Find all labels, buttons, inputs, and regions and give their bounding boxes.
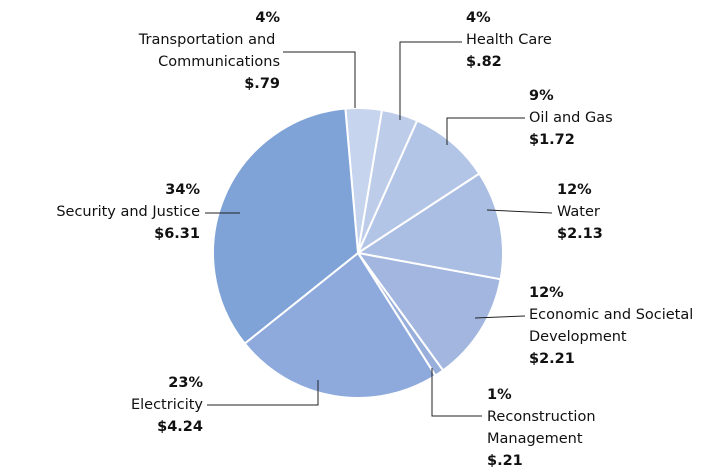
pie-slice <box>355 172 504 281</box>
amount-label: $2.21 <box>529 351 575 367</box>
amount-label: $4.24 <box>157 419 203 435</box>
amount-label: $6.31 <box>154 226 200 242</box>
category-label: Reconstruction Management <box>487 409 600 447</box>
pie-slice <box>355 251 502 372</box>
category-label: Health Care <box>466 32 552 48</box>
category-label: Security and Justice <box>56 204 200 220</box>
leader-line <box>474 315 526 319</box>
pie-slice <box>243 251 437 399</box>
percent-label: 4% <box>255 10 280 26</box>
percent-label: 4% <box>466 10 491 26</box>
amount-label: $.21 <box>487 453 523 468</box>
category-label: Transportation and Communications <box>138 32 280 70</box>
amount-label: $1.72 <box>529 132 575 148</box>
leader-line <box>283 51 356 108</box>
pie-slice <box>212 107 360 345</box>
category-label: Economic and Societal Development <box>529 307 698 345</box>
category-label: Water <box>557 204 600 220</box>
amount-label: $.79 <box>244 76 280 92</box>
leader-line <box>207 380 319 406</box>
leader-line <box>431 368 482 417</box>
category-label: Oil and Gas <box>529 110 613 126</box>
percent-label: 12% <box>529 285 564 301</box>
percent-label: 1% <box>487 387 512 403</box>
leader-line <box>446 117 525 145</box>
leader-line <box>486 209 553 214</box>
percent-label: 12% <box>557 182 592 198</box>
percent-label: 9% <box>529 88 554 104</box>
pie-slice <box>355 119 481 256</box>
amount-label: $.82 <box>466 54 502 70</box>
category-label: Electricity <box>131 397 203 413</box>
leader-line <box>399 41 462 120</box>
percent-label: 34% <box>165 182 200 198</box>
percent-label: 23% <box>168 375 203 391</box>
amount-label: $2.13 <box>557 226 603 242</box>
